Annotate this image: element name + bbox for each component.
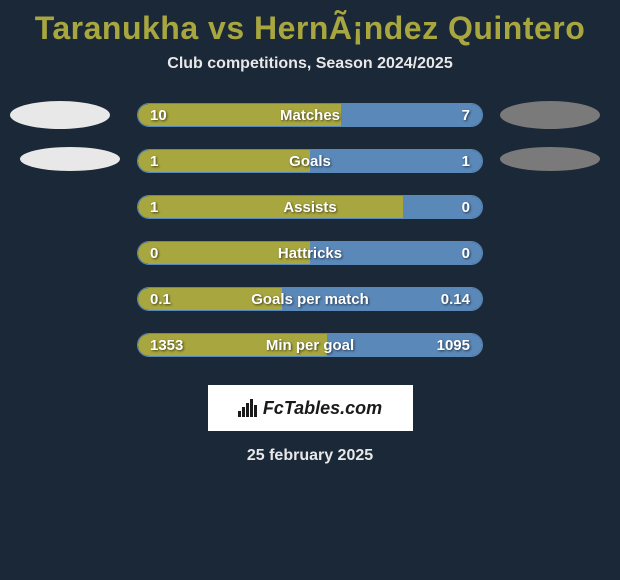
stat-label: Matches bbox=[280, 107, 340, 124]
page-subtitle: Club competitions, Season 2024/2025 bbox=[167, 55, 452, 73]
logo-bar-segment bbox=[238, 411, 241, 417]
logo-bar-segment bbox=[242, 407, 245, 417]
bar-left-fill bbox=[138, 150, 310, 172]
stat-bar: 1353 1095 Min per goal bbox=[137, 333, 483, 357]
stat-bar: 1 0 Assists bbox=[137, 195, 483, 219]
stat-value-left: 1 bbox=[150, 153, 158, 170]
stat-value-left: 0 bbox=[150, 245, 158, 262]
bars-icon bbox=[238, 399, 257, 417]
stat-value-left: 10 bbox=[150, 107, 167, 124]
bar-right-fill bbox=[403, 196, 482, 218]
player-avatar-right bbox=[500, 147, 600, 171]
stat-row: 1353 1095 Min per goal bbox=[0, 333, 620, 357]
stat-value-left: 1353 bbox=[150, 337, 183, 354]
stat-bar: 0.1 0.14 Goals per match bbox=[137, 287, 483, 311]
bar-left-fill bbox=[138, 196, 403, 218]
stats-area: 107Matches11Goals10Assists00Hattricks0.1… bbox=[0, 103, 620, 357]
stat-value-right: 0.14 bbox=[441, 291, 470, 308]
logo-box: FcTables.com bbox=[208, 385, 413, 431]
stat-label: Goals per match bbox=[251, 291, 369, 308]
stat-value-right: 1 bbox=[462, 153, 470, 170]
logo-text: FcTables.com bbox=[263, 398, 382, 419]
date-label: 25 february 2025 bbox=[247, 447, 373, 465]
stat-value-right: 0 bbox=[462, 199, 470, 216]
logo-bar-segment bbox=[254, 405, 257, 417]
stat-value-right: 1095 bbox=[437, 337, 470, 354]
logo-bar-segment bbox=[246, 403, 249, 417]
stat-row: 10 7 Matches bbox=[0, 103, 620, 127]
stat-label: Assists bbox=[283, 199, 336, 216]
player-avatar-left bbox=[10, 101, 110, 129]
stat-bar: 1 1 Goals bbox=[137, 149, 483, 173]
stat-label: Goals bbox=[289, 153, 331, 170]
main-container: Taranukha vs HernÃ¡ndez Quintero Club co… bbox=[0, 0, 620, 475]
stat-row: 0 0 Hattricks bbox=[0, 241, 620, 265]
stat-value-left: 1 bbox=[150, 199, 158, 216]
stat-row: 0.1 0.14 Goals per match bbox=[0, 287, 620, 311]
stat-row: 1 0 Assists bbox=[0, 195, 620, 219]
stat-value-right: 0 bbox=[462, 245, 470, 262]
player-avatar-right bbox=[500, 101, 600, 129]
stat-bar: 10 7 Matches bbox=[137, 103, 483, 127]
page-title: Taranukha vs HernÃ¡ndez Quintero bbox=[35, 10, 586, 47]
stat-value-left: 0.1 bbox=[150, 291, 171, 308]
stat-value-right: 7 bbox=[462, 107, 470, 124]
bar-right-fill bbox=[310, 150, 482, 172]
stat-bar: 0 0 Hattricks bbox=[137, 241, 483, 265]
logo-bar-segment bbox=[250, 399, 253, 417]
stat-label: Hattricks bbox=[278, 245, 342, 262]
stat-label: Min per goal bbox=[266, 337, 354, 354]
stat-row: 1 1 Goals bbox=[0, 149, 620, 173]
player-avatar-left bbox=[20, 147, 120, 171]
